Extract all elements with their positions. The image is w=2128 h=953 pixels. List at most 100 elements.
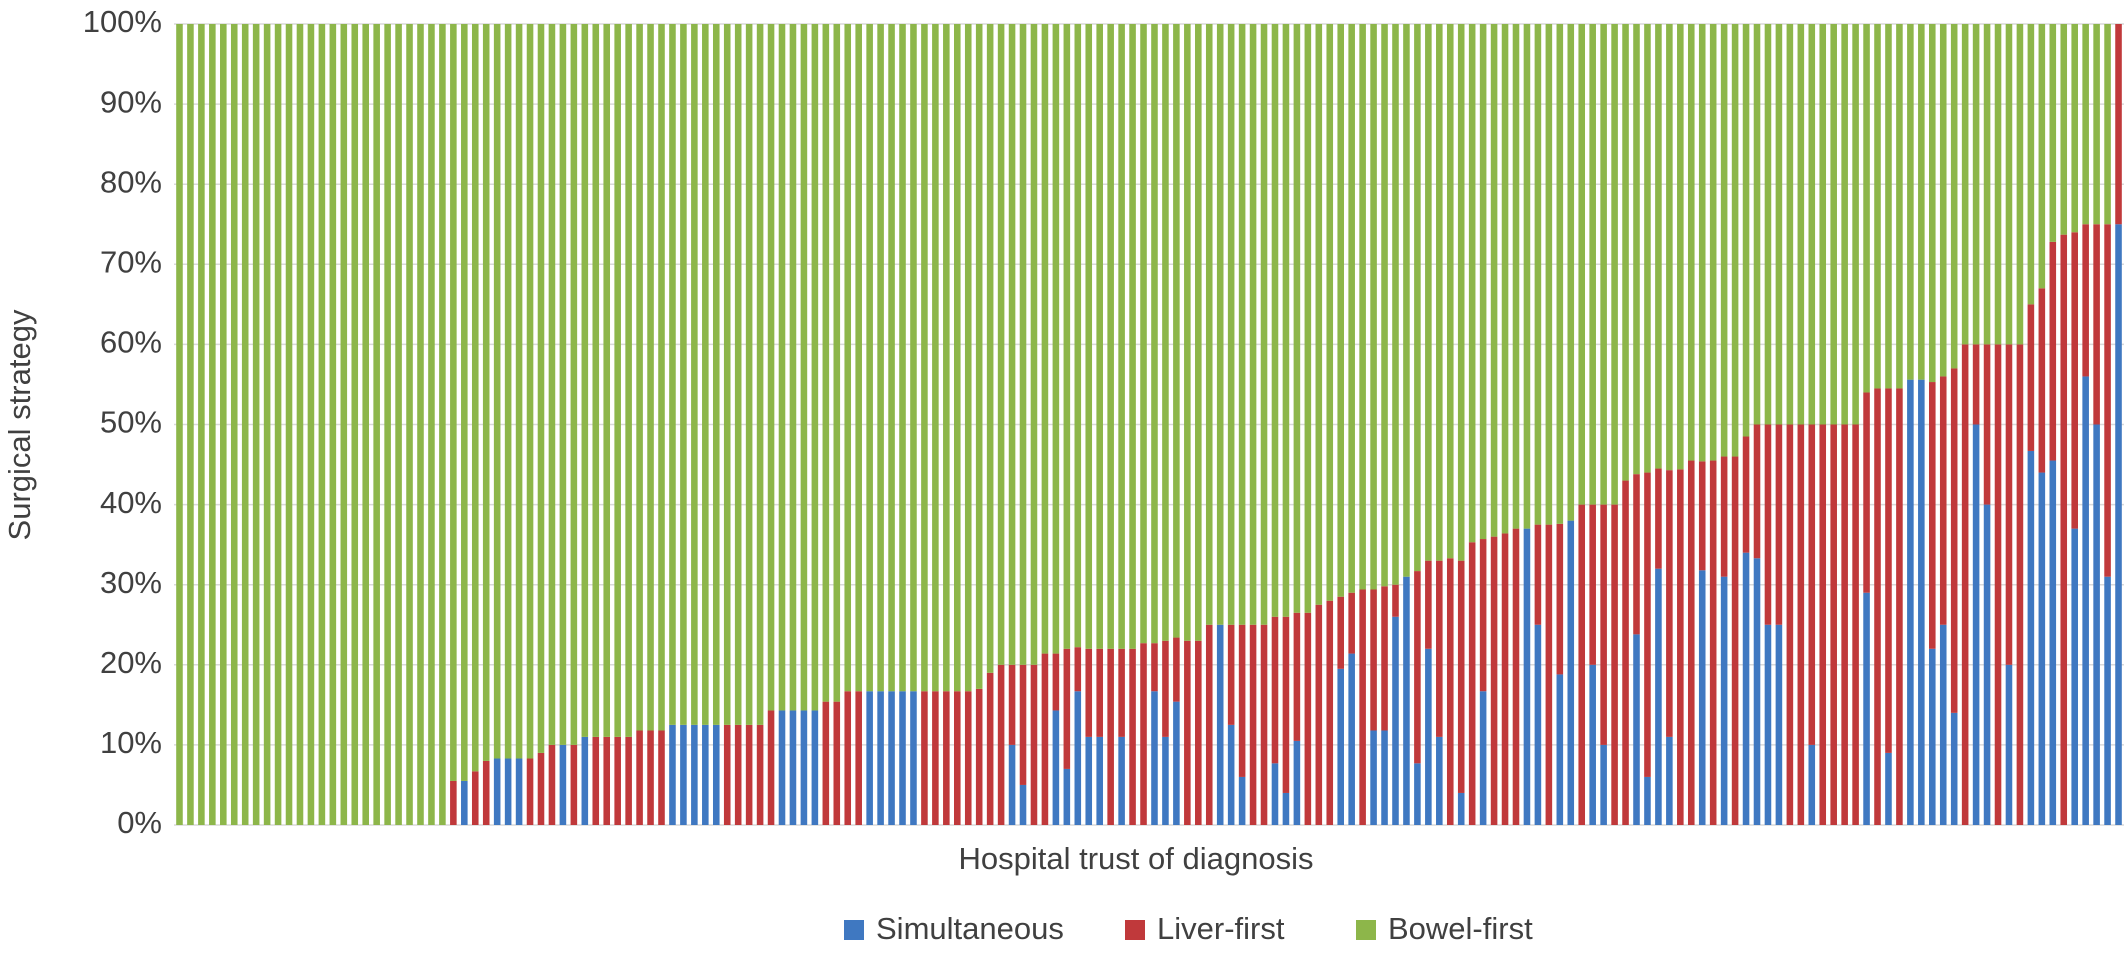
bar-segment <box>1260 624 1268 825</box>
bar-segment <box>1414 571 1421 764</box>
bar-segment <box>482 760 490 825</box>
bar-segment <box>1677 24 1684 470</box>
bar-segment <box>1063 24 1071 649</box>
bar-segment <box>1041 24 1049 654</box>
bar-segment <box>986 24 994 673</box>
bar-segment <box>997 24 1005 665</box>
bar-segment <box>1775 624 1783 825</box>
bar-segment <box>1227 24 1235 625</box>
bar-segment <box>230 24 238 825</box>
bar-segment <box>1677 469 1684 825</box>
bar-segment <box>822 701 830 825</box>
bar-segment <box>658 24 665 731</box>
bar-segment <box>658 730 665 825</box>
bar-segment <box>1195 640 1202 825</box>
bar-segment <box>1863 392 1870 593</box>
bar-segment <box>1282 616 1290 793</box>
bar-segment <box>1808 24 1816 425</box>
bar-segment <box>1238 24 1246 625</box>
bar-segment <box>1950 24 1958 369</box>
bar-segment <box>373 24 380 825</box>
bar-segment <box>2115 224 2122 825</box>
bar-segment <box>504 24 512 759</box>
bar-segment <box>2104 24 2111 225</box>
bar-segment <box>493 24 501 759</box>
y-tick-label: 60% <box>100 325 162 360</box>
bar-segment <box>1162 736 1169 825</box>
bar-segment <box>461 780 468 825</box>
bar-segment <box>1709 24 1717 461</box>
bar-segment <box>1151 691 1158 825</box>
bar-segment <box>1074 647 1082 692</box>
bar-segment <box>1008 664 1016 745</box>
bar-segment <box>1918 24 1925 380</box>
bar-segment <box>1896 388 1903 825</box>
bar-segment <box>2049 460 2057 825</box>
bar-segment <box>220 24 227 825</box>
bar-segment <box>1063 648 1071 769</box>
bar-segment <box>1950 368 1958 713</box>
bar-segment <box>2005 344 2013 665</box>
bar-segment <box>669 724 676 825</box>
bar-segment <box>921 24 928 692</box>
bar-segment <box>1293 24 1301 613</box>
bar-segment <box>461 24 468 781</box>
bar-segment <box>559 24 567 745</box>
bar-segment <box>2027 450 2035 825</box>
bar-segment <box>548 744 556 825</box>
bar-segment <box>1162 24 1169 641</box>
bar-segment <box>493 758 501 825</box>
bar-segment <box>1436 24 1443 561</box>
bar-segment <box>778 24 786 711</box>
bar-segment <box>1863 592 1870 825</box>
bar-segment <box>1896 24 1903 389</box>
bar-segment <box>1775 424 1783 625</box>
bar-segment <box>1687 460 1695 825</box>
bar-segment <box>1041 653 1049 825</box>
bar-segment <box>1666 736 1673 825</box>
bar-segment <box>1961 344 1969 825</box>
bar-segment <box>844 24 852 692</box>
bar-segment <box>592 736 600 825</box>
bar-segment <box>1184 24 1191 641</box>
bar-segment <box>1348 653 1355 825</box>
bar-segment <box>274 24 282 825</box>
bar-segment <box>1173 637 1180 702</box>
bar-segment <box>1775 24 1783 425</box>
legend-swatch <box>1125 920 1145 940</box>
bar-segment <box>1304 612 1312 825</box>
bar-segment <box>2038 288 2046 473</box>
bar-segment <box>1753 24 1761 425</box>
bar-segment <box>428 24 435 825</box>
bar-segment <box>1359 589 1366 825</box>
bar-segment <box>625 736 632 825</box>
bar-segment <box>1337 668 1344 825</box>
bar-segment <box>515 758 523 825</box>
bar-segment <box>800 24 808 711</box>
bar-segment <box>548 24 556 745</box>
bar-segment <box>526 24 534 759</box>
bar-segment <box>450 24 457 781</box>
bar-segment <box>1359 24 1366 590</box>
bar-segment <box>1622 480 1629 825</box>
bar-segment <box>1052 710 1060 825</box>
bar-segment <box>1074 24 1082 648</box>
bar-segment <box>1731 24 1739 457</box>
bar-segment <box>1666 470 1673 737</box>
bar-segment <box>1140 643 1147 825</box>
bar-segment <box>439 24 446 825</box>
bar-segment <box>1786 24 1794 425</box>
bar-segment <box>2049 241 2057 461</box>
bar-segment <box>1972 344 1980 425</box>
legend-label: Simultaneous <box>876 911 1064 946</box>
bar-segment <box>2115 24 2122 225</box>
legend-label: Liver-first <box>1157 911 1285 946</box>
bar-segment <box>1490 24 1498 537</box>
bar-segment <box>1425 24 1432 561</box>
bar-segment <box>1468 542 1476 825</box>
bar-segment <box>515 24 523 759</box>
bar-segment <box>1107 648 1114 825</box>
bar-segment <box>1512 528 1520 825</box>
bar-segment <box>1019 24 1027 665</box>
bar-segment <box>1885 752 1892 825</box>
